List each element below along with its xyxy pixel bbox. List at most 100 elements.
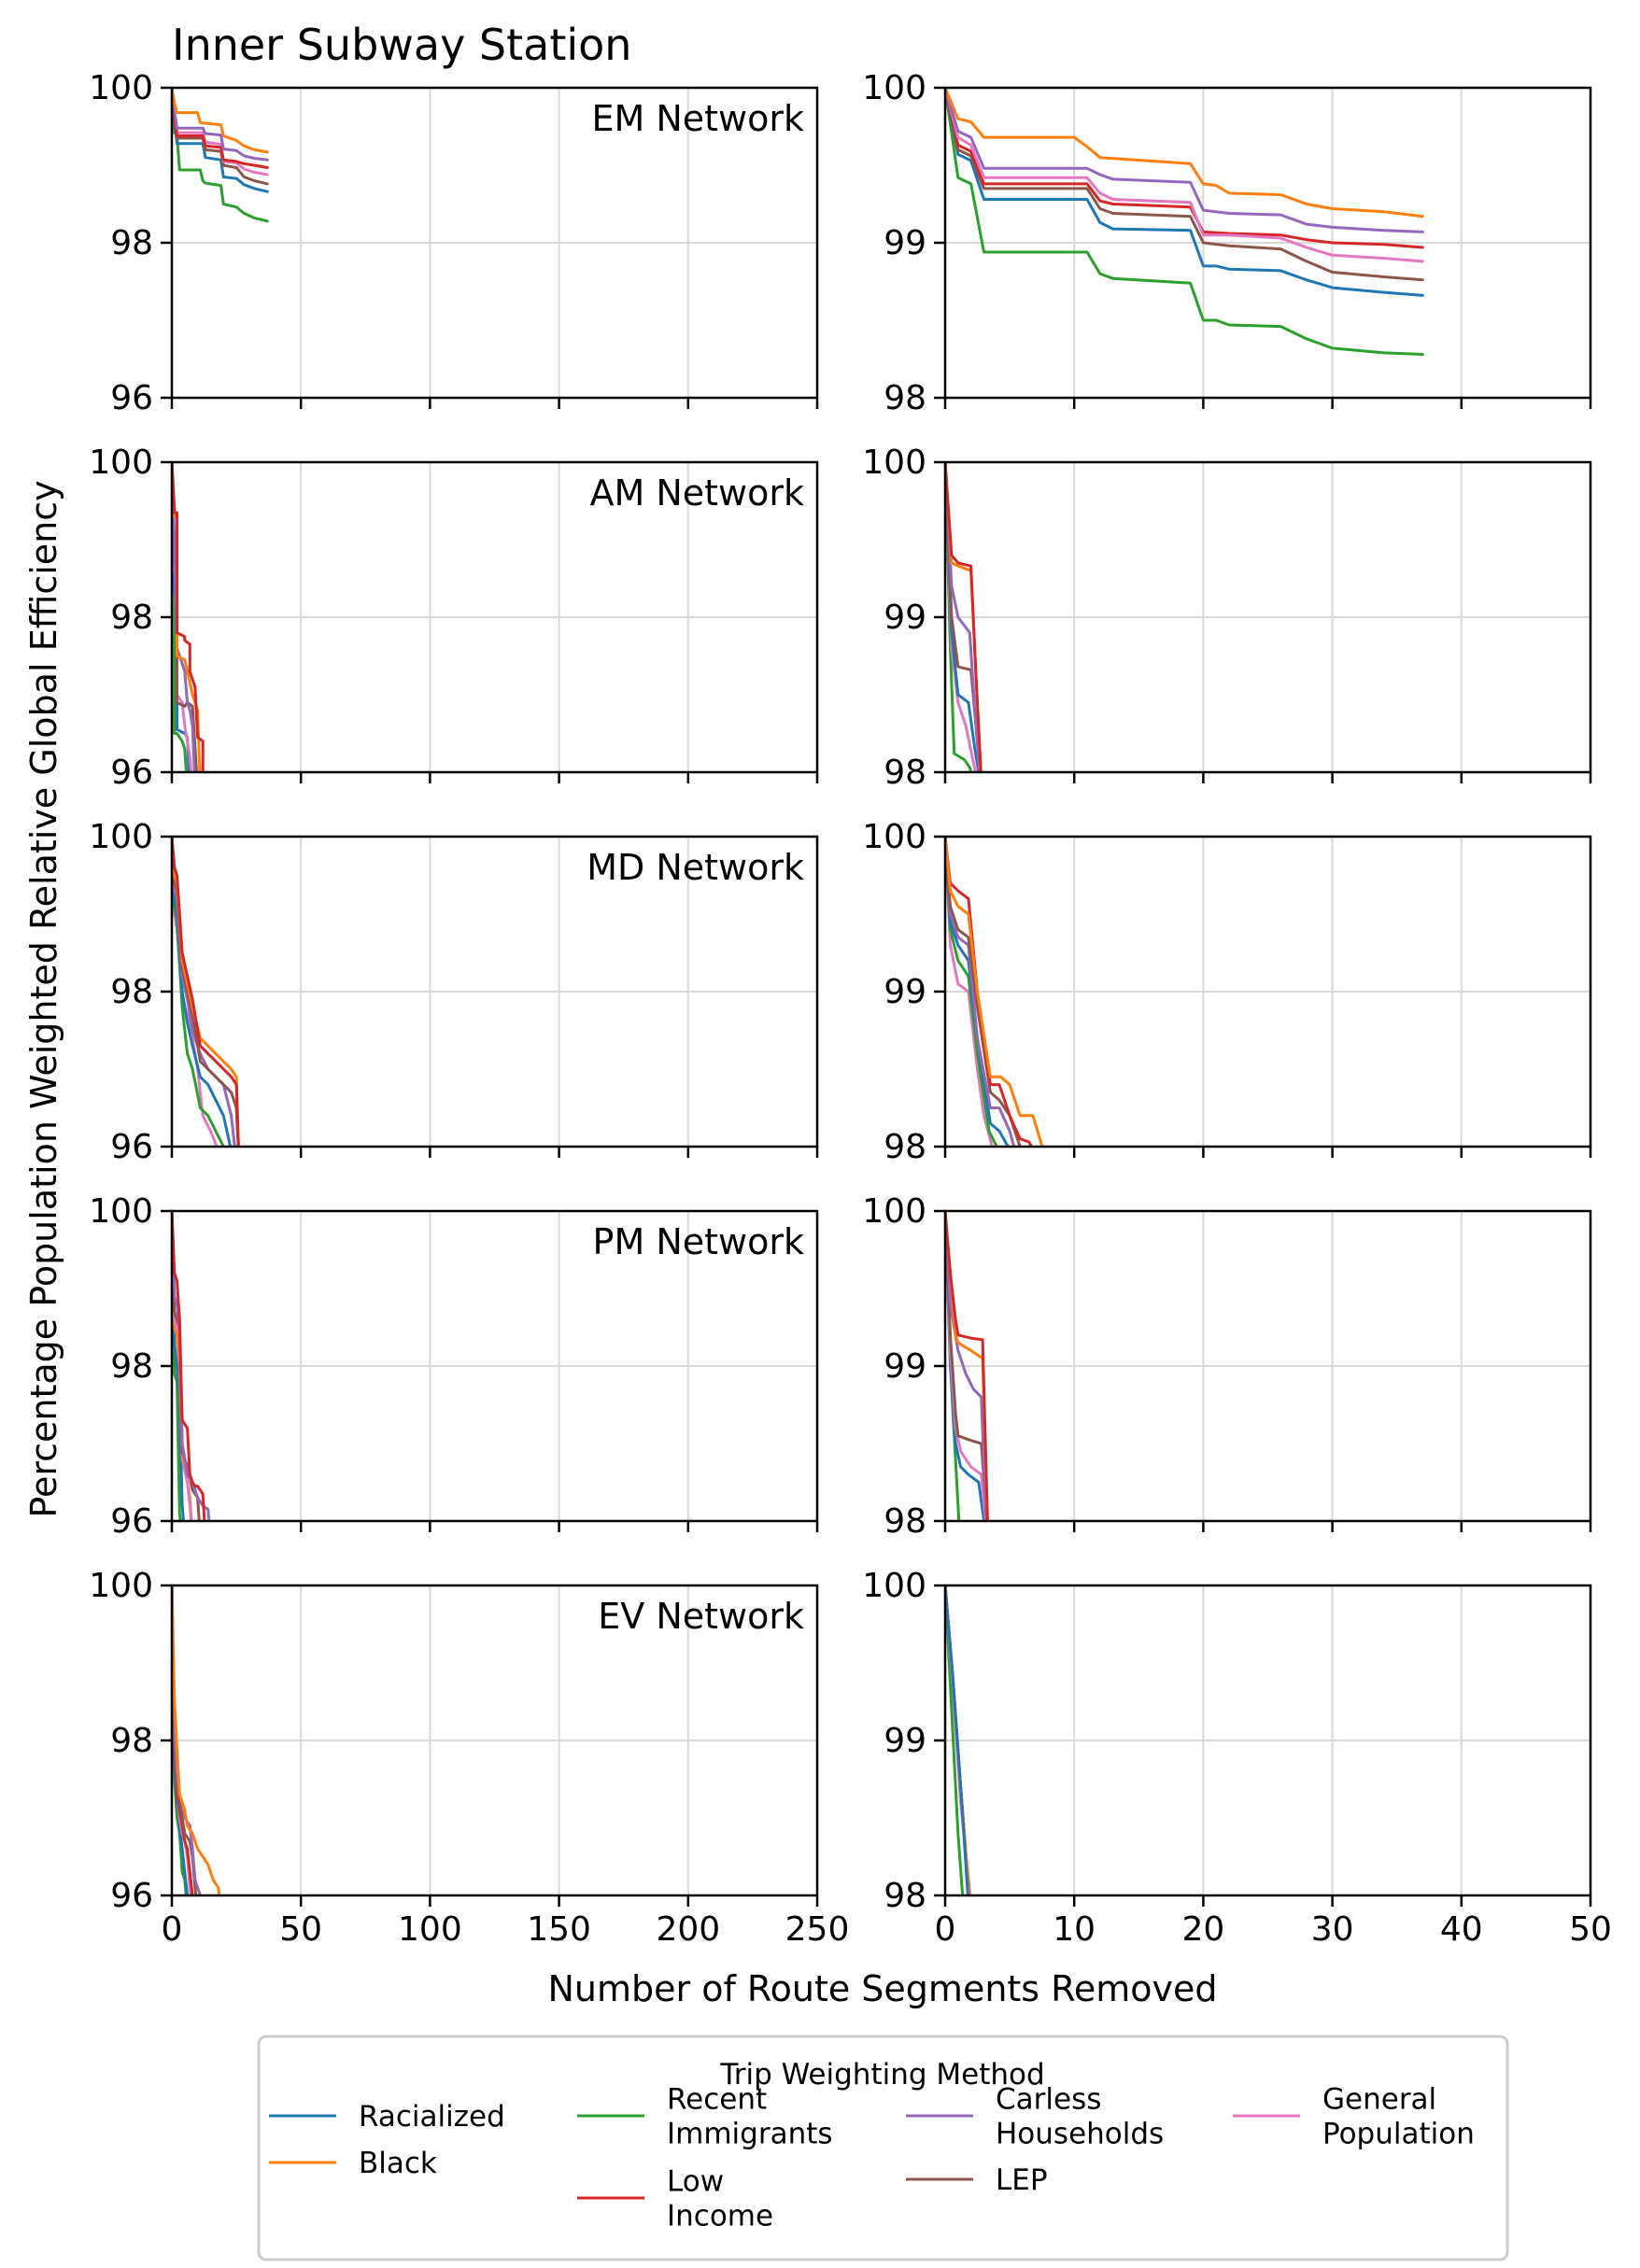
y-tick-label: 98 (884, 1877, 926, 1915)
y-tick-label: 100 (862, 1192, 926, 1231)
legend-label: Population (1322, 2118, 1475, 2151)
x-tick-label: 40 (1440, 1910, 1483, 1949)
series-group (945, 88, 1424, 356)
series-line-carless-households (172, 88, 269, 162)
legend-entry-black: Black (269, 2147, 437, 2180)
series-line-carless-households (945, 837, 1016, 1147)
y-tick-label: 98 (884, 1128, 926, 1166)
panel-am-network-left: 96 98 100 AM Network (89, 444, 819, 792)
y-tick-label: 100 (89, 69, 153, 107)
y-tick-label: 100 (862, 1567, 926, 1605)
y-tick-label: 98 (884, 754, 926, 792)
network-label-ev-network: EV Network (598, 1596, 804, 1637)
y-tick-label: 96 (110, 754, 153, 792)
series-line-general-population (172, 837, 219, 1147)
legend-entry-racialized: Racialized (269, 2100, 505, 2134)
panel-ev-network-right: 0 10 20 30 40 50 98 99 100 (862, 1567, 1612, 1949)
series-line-recent-immigrants (172, 837, 225, 1147)
y-tick-label: 96 (110, 1502, 153, 1541)
legend-label: Carless (996, 2083, 1101, 2117)
series-line-low-income (172, 837, 240, 1147)
y-tick-label: 99 (884, 224, 926, 262)
y-tick-label: 99 (884, 599, 926, 637)
x-axis-label: Number of Route Segments Removed (547, 1968, 1217, 2009)
panel-pm-network-right: 98 99 100 (862, 1192, 1592, 1541)
series-line-carless-households (945, 1211, 988, 1521)
series-group (945, 1585, 972, 1895)
x-tick-label: 20 (1181, 1910, 1224, 1949)
x-tick-label: 100 (398, 1910, 462, 1949)
series-line-general-population (945, 837, 994, 1147)
series-line-recent-immigrants (945, 88, 1424, 356)
series-line-lep (945, 88, 1424, 282)
series-line-black (172, 1585, 221, 1895)
x-tick-label: 50 (1569, 1910, 1612, 1949)
series-group (945, 837, 1044, 1147)
series-line-recent-immigrants (945, 1585, 965, 1895)
panel-am-network-right: 98 99 100 (862, 444, 1592, 792)
x-tick-label: 0 (935, 1910, 956, 1949)
legend-label: Income (667, 2200, 773, 2233)
legend-label: LEP (996, 2163, 1048, 2197)
y-tick-label: 96 (110, 1877, 153, 1915)
series-group (945, 1211, 989, 1521)
y-tick-label: 99 (884, 973, 926, 1011)
legend-frame (257, 2035, 1509, 2261)
y-tick-label: 99 (884, 1722, 926, 1760)
series-line-racialized (172, 88, 269, 193)
series-line-general-population (945, 88, 1424, 263)
y-tick-label: 98 (110, 224, 153, 262)
y-tick-label: 96 (110, 379, 153, 417)
legend-label: General (1322, 2083, 1436, 2117)
y-tick-label: 98 (884, 379, 926, 417)
x-tick-label: 10 (1053, 1910, 1096, 1949)
y-tick-label: 100 (862, 69, 926, 107)
panel-em-network-left: 96 98 100 EM Network (89, 69, 819, 417)
y-tick-label: 100 (89, 1192, 153, 1231)
y-tick-label: 96 (110, 1128, 153, 1166)
panel-pm-network-left: 96 98 100 PM Network (89, 1192, 819, 1541)
series-line-carless-households (172, 462, 196, 772)
panel-md-network-left: 96 98 100 MD Network (89, 818, 819, 1166)
panel-md-network-right: 98 99 100 (862, 818, 1592, 1166)
legend-label: Recent (667, 2083, 767, 2117)
panel-em-network-right: 98 99 100 (862, 69, 1592, 417)
legend-title: Trip Weighting Method (719, 2058, 1044, 2092)
x-tick-label: 0 (162, 1910, 183, 1949)
legend-label: Racialized (359, 2100, 505, 2134)
series-line-recent-immigrants (945, 837, 998, 1147)
network-label-am-network: AM Network (589, 472, 804, 514)
y-tick-label: 98 (884, 1502, 926, 1541)
network-label-pm-network: PM Network (593, 1221, 804, 1262)
x-tick-label: 30 (1311, 1910, 1354, 1949)
series-line-low-income (945, 837, 1034, 1147)
series-group (172, 837, 240, 1147)
series-line-low-income (172, 88, 269, 169)
series-line-low-income (172, 1211, 206, 1521)
series-line-low-income (945, 88, 1424, 249)
series-line-black (172, 88, 269, 154)
series-group (172, 1211, 211, 1521)
legend-label: Households (996, 2118, 1164, 2151)
y-tick-label: 100 (862, 818, 926, 856)
series-line-low-income (945, 1211, 989, 1521)
series-line-racialized (945, 1585, 969, 1895)
series-line-general-population (172, 88, 269, 176)
legend: Trip Weighting Method Racialized Black Rec… (257, 2035, 1509, 2261)
y-tick-label: 100 (862, 444, 926, 482)
y-tick-label: 98 (110, 1347, 153, 1386)
legend-entry-lep: LEP (906, 2163, 1048, 2197)
network-label-em-network: EM Network (591, 98, 804, 139)
series-group (172, 88, 269, 223)
series-group (172, 1585, 221, 1895)
series-line-low-income (172, 462, 205, 772)
series-group (945, 462, 983, 772)
x-tick-label: 50 (279, 1910, 322, 1949)
y-tick-label: 98 (110, 973, 153, 1011)
